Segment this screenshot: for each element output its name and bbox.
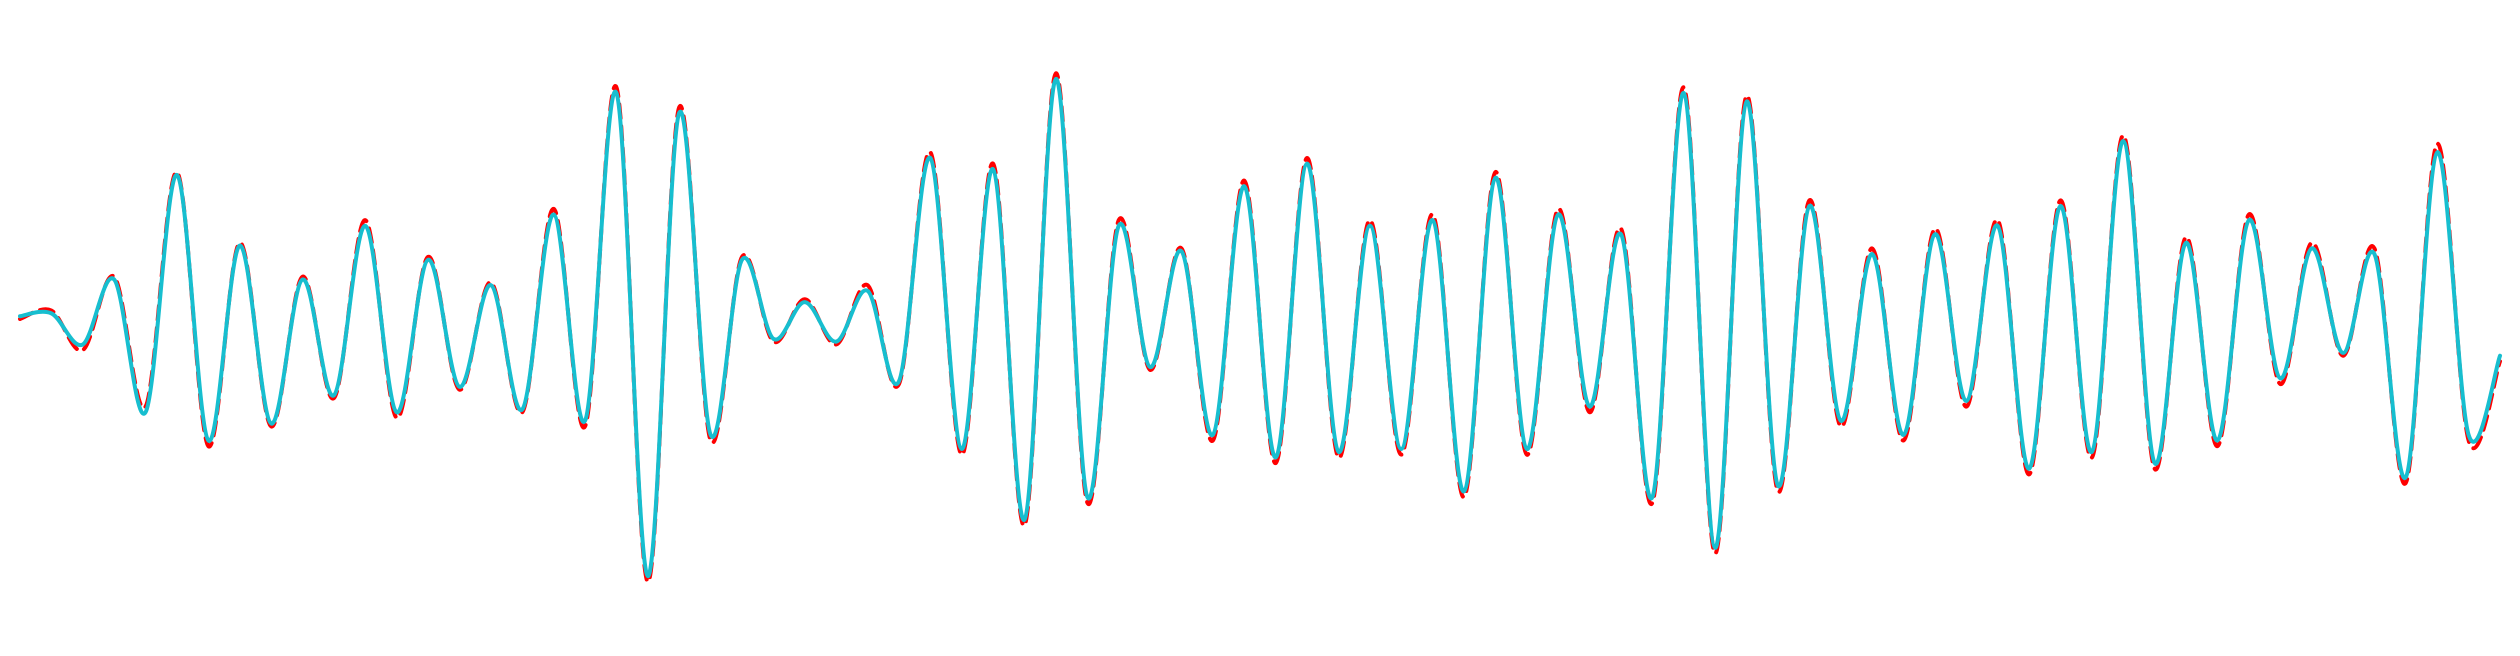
plot-area bbox=[18, 71, 2502, 584]
prediction-series-line bbox=[18, 76, 2502, 579]
